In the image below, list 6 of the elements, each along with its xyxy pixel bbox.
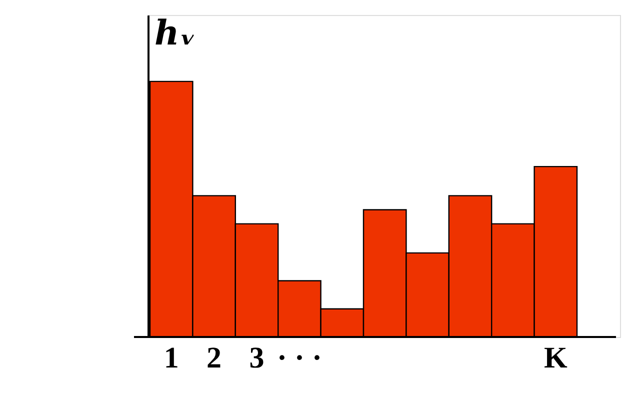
x-tick-label: · · · [276, 342, 322, 374]
x-tick-label: 3 [249, 342, 264, 374]
x-tick-label: 2 [206, 342, 222, 374]
x-tick-label: K [544, 342, 568, 374]
y-axis-title: hᵥ [154, 14, 196, 54]
x-tick-label: 1 [164, 342, 179, 374]
